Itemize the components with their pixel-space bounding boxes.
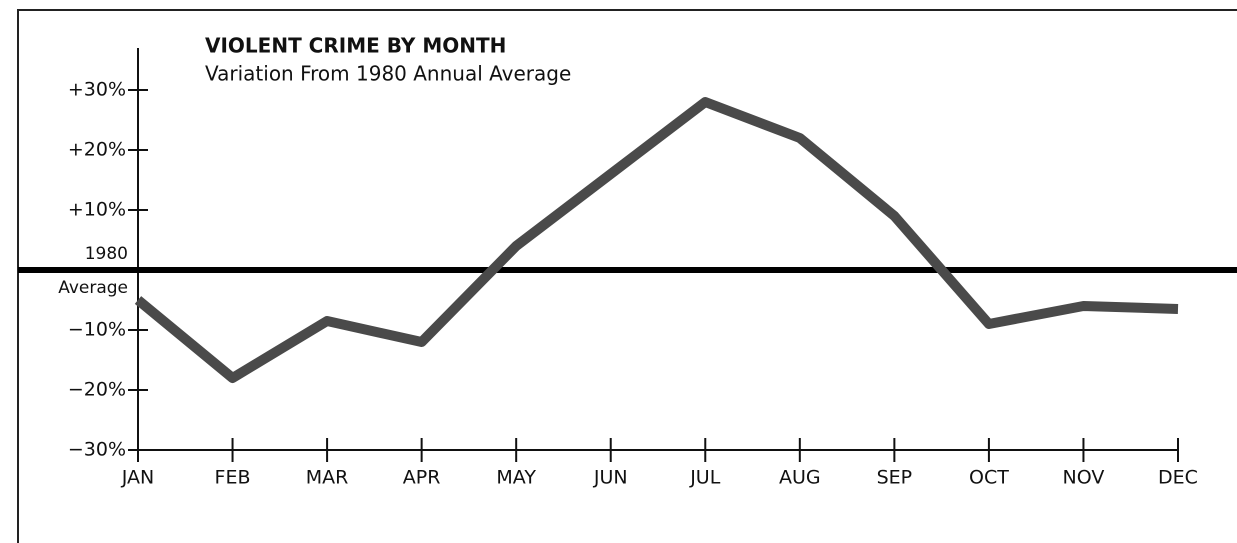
x-tick-label: JUL [689,467,721,489]
x-tick-label: FEB [215,467,251,489]
x-tick-label: MAY [496,467,536,489]
reference-label: Average [58,278,128,298]
chart-title: VIOLENT CRIME BY MONTH [205,34,506,58]
y-tick-label: −20% [68,379,126,401]
x-tick-label: OCT [969,467,1009,489]
y-tick-label: −10% [68,319,126,341]
x-tick-label: JUN [593,467,628,489]
y-tick-label: +20% [68,139,126,161]
x-tick-label: NOV [1063,467,1105,489]
x-tick-label: AUG [779,467,821,489]
y-tick-label: +30% [68,79,126,101]
chart-subtitle: Variation From 1980 Annual Average [205,62,571,86]
y-tick-label: −30% [68,439,126,461]
reference-label: 1980 [85,244,128,264]
x-tick-label: DEC [1158,467,1198,489]
x-tick-label: SEP [877,467,913,489]
x-tick-label: JAN [121,467,154,489]
data-line [134,97,1179,383]
frame [17,9,1237,543]
x-tick-label: MAR [306,467,349,489]
y-tick-label: +10% [68,199,126,221]
x-tick-label: APR [403,467,441,489]
